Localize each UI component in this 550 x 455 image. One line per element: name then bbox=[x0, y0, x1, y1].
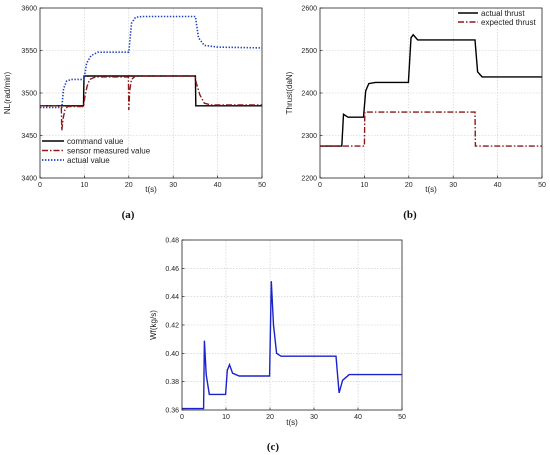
panel-label: (c) bbox=[267, 441, 280, 453]
y-tick-label: 2400 bbox=[301, 91, 317, 98]
y-tick-label: 2600 bbox=[301, 6, 317, 13]
y-tick-label: 2300 bbox=[301, 133, 317, 140]
y-tick-label: 3500 bbox=[21, 91, 37, 98]
x-tick-label: 40 bbox=[354, 414, 362, 421]
panel-label: (a) bbox=[122, 209, 135, 221]
x-tick-label: 50 bbox=[398, 414, 406, 421]
x-tick-label: 50 bbox=[538, 182, 546, 189]
x-tick-label: 40 bbox=[494, 182, 502, 189]
x-tick-label: 30 bbox=[169, 182, 177, 189]
x-tick-label: 10 bbox=[361, 182, 369, 189]
series-line-1 bbox=[182, 281, 402, 410]
legend-entry: command value bbox=[67, 137, 124, 146]
x-tick-label: 50 bbox=[258, 182, 266, 189]
x-tick-label: 0 bbox=[180, 414, 184, 421]
y-axis-label: Thrust(daN) bbox=[285, 71, 294, 114]
x-tick-label: 20 bbox=[266, 414, 274, 421]
x-tick-label: 10 bbox=[81, 182, 89, 189]
series-line-1 bbox=[320, 33, 542, 147]
series-line-3 bbox=[40, 15, 263, 109]
chart-2: 0 10 20 30 40 50 2200 2300 2400 2500 2600 t(s) Thrus… bbox=[285, 6, 546, 222]
legend-entry: actual value bbox=[67, 156, 110, 165]
y-axis-label: NL(rad/min) bbox=[3, 72, 12, 115]
chart-1: 0 10 20 30 40 50 3400 3450 3500 3550 3600 t(s) NL(ra… bbox=[3, 6, 266, 222]
x-tick-label: 40 bbox=[214, 182, 222, 189]
x-tick-label: 10 bbox=[222, 414, 230, 421]
y-tick-label: 0.48 bbox=[165, 238, 179, 245]
x-tick-label: 20 bbox=[125, 182, 133, 189]
y-tick-label: 2500 bbox=[301, 48, 317, 55]
y-tick-label: 0.46 bbox=[165, 266, 179, 273]
x-tick-label: 20 bbox=[405, 182, 413, 189]
y-tick-label: 0.44 bbox=[165, 294, 179, 301]
x-tick-label: 30 bbox=[310, 414, 318, 421]
legend-entry: expected thrust bbox=[481, 18, 536, 27]
panel-label: (b) bbox=[403, 209, 417, 221]
legend-entry: sensor measured value bbox=[67, 146, 151, 155]
series-line-2 bbox=[320, 111, 542, 147]
y-tick-label: 3550 bbox=[21, 48, 37, 55]
y-tick-label: 3450 bbox=[21, 133, 37, 140]
x-tick-label: 0 bbox=[318, 182, 322, 189]
x-tick-label: 0 bbox=[38, 182, 42, 189]
y-axis-label: Wf(kg/s) bbox=[149, 310, 158, 340]
y-tick-label: 0.42 bbox=[165, 323, 179, 330]
chart-3: 0 10 20 30 40 50 0.36 0.38 0.40 0.42 0.44 0.46 0.48 t… bbox=[149, 238, 406, 454]
x-axis-label: t(s) bbox=[145, 185, 157, 194]
series-line-2 bbox=[40, 75, 262, 131]
series-line-1 bbox=[40, 75, 262, 107]
x-axis-label: t(s) bbox=[286, 418, 298, 427]
y-tick-label: 3600 bbox=[21, 6, 37, 13]
x-tick-label: 30 bbox=[449, 182, 457, 189]
y-tick-label: 3400 bbox=[21, 176, 37, 183]
y-tick-label: 0.36 bbox=[165, 408, 179, 415]
x-axis-label: t(s) bbox=[425, 185, 437, 194]
legend-entry: actual thrust bbox=[481, 9, 525, 18]
y-tick-label: 2200 bbox=[301, 176, 317, 183]
y-tick-label: 0.40 bbox=[165, 351, 179, 358]
y-tick-label: 0.38 bbox=[165, 379, 179, 386]
